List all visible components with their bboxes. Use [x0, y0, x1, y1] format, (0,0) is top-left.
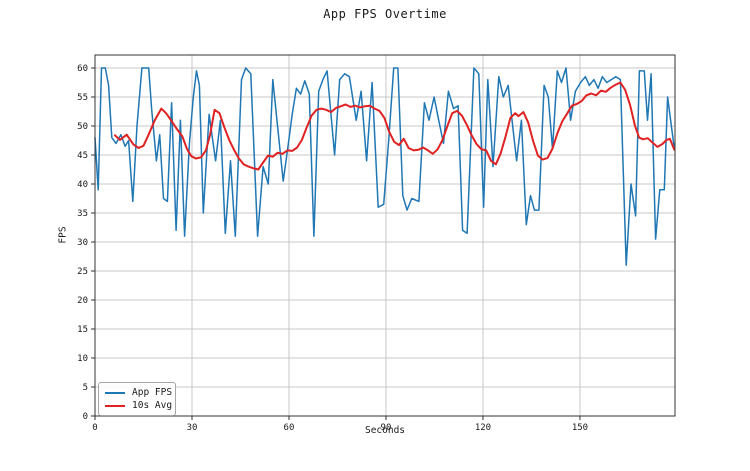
- y-tick-label: 50: [77, 122, 88, 132]
- y-tick-label: 5: [83, 383, 88, 393]
- series-line-10s-avg: [114, 81, 676, 171]
- legend-line-app-fps-icon: [105, 391, 125, 394]
- y-tick-label: 15: [77, 325, 88, 335]
- y-tick-label: 35: [77, 209, 88, 219]
- y-axis-title: FPS: [57, 226, 69, 244]
- x-axis-title: Seconds: [364, 425, 406, 436]
- x-tick-label: 0: [92, 423, 97, 433]
- y-tick-label: 45: [77, 151, 88, 161]
- legend-item-app-fps: App FPS: [105, 387, 173, 398]
- y-tick-label: 25: [77, 267, 88, 277]
- y-tick-label: 10: [77, 354, 88, 364]
- x-tick-label: 120: [475, 423, 491, 433]
- x-tick-label: 60: [284, 423, 295, 433]
- plot-frame: [94, 54, 676, 417]
- y-tick-label: 20: [77, 296, 88, 306]
- y-tick-label: 60: [77, 64, 88, 74]
- legend-label-app-fps: App FPS: [132, 387, 173, 398]
- legend-line-10s-avg-icon: [105, 404, 125, 407]
- chart-title: App FPS Overtime: [323, 7, 447, 21]
- y-tick-label: 30: [77, 238, 88, 248]
- legend: App FPS 10s Avg: [98, 382, 176, 416]
- legend-label-10s-avg: 10s Avg: [132, 400, 173, 411]
- y-tick-label: 40: [77, 180, 88, 190]
- x-tick-label: 150: [572, 423, 588, 433]
- x-tick-label: 30: [187, 423, 198, 433]
- y-tick-label: 55: [77, 93, 88, 103]
- x-tick-label: 90: [381, 423, 392, 433]
- legend-item-10s-avg: 10s Avg: [105, 400, 173, 411]
- y-tick-label: 0: [83, 412, 88, 422]
- series-line-app-fps: [94, 67, 676, 266]
